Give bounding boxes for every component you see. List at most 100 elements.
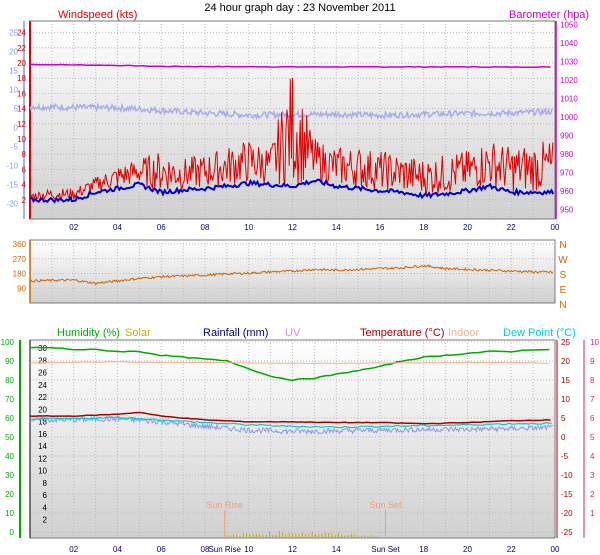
x-tick-label: 06: [157, 223, 166, 232]
temp-tick-label: -20: [6, 199, 18, 208]
compass-label: N: [559, 240, 566, 251]
temp-tick-label: 5: [561, 414, 566, 423]
dewpoint-line: [29, 416, 552, 429]
humidity-tick-label: 30: [5, 471, 14, 480]
uv-label: UV: [285, 327, 301, 339]
x-tick-label: 02: [69, 223, 78, 232]
uv-tick-label: 7: [590, 395, 595, 404]
x-tick-label: 10: [244, 545, 253, 554]
baro-tick-label: 970: [560, 169, 574, 178]
x-tick-label: 12: [288, 223, 297, 232]
uv-tick-label: 8: [590, 376, 595, 385]
rain-tick-label: 10: [38, 467, 47, 476]
wind-tick-label: 22: [17, 44, 26, 53]
x-tick-label: 22: [507, 223, 516, 232]
humidity-tick-label: 50: [5, 433, 14, 442]
rain-tick-label: 28: [38, 356, 47, 365]
humidity-tick-label: 60: [5, 414, 14, 423]
x-tick-label: 02: [69, 545, 78, 554]
wind-tick-label: 2: [22, 196, 27, 205]
temp-tick-label: 0: [14, 123, 19, 132]
temp-tick-label: -10: [6, 161, 18, 170]
wind-tick-label: 6: [22, 165, 27, 174]
wind-tick-label: 4: [22, 181, 27, 190]
barometer-line: [30, 63, 551, 69]
baro-tick-label: 980: [560, 150, 574, 159]
wind-tick-label: 16: [17, 89, 26, 98]
x-tick-label: 22: [507, 545, 516, 554]
x-tick-label: 08: [201, 223, 210, 232]
x-tick-label: 00: [551, 223, 560, 232]
temp-tick-label: 20: [9, 48, 18, 57]
humidity-tick-label: 0: [10, 528, 15, 537]
baro-tick-label: 1000: [560, 113, 578, 122]
rain-tick-label: 4: [43, 503, 48, 512]
rainfall-label: Rainfall (mm): [203, 327, 268, 339]
dir-tick-label: 180: [13, 270, 27, 279]
rain-tick-label: 24: [38, 381, 47, 390]
rain-tick-label: 6: [43, 491, 48, 500]
uv-tick-label: 5: [590, 433, 595, 442]
compass-label: S: [560, 270, 567, 281]
windspeed-axis-label: Windspeed (kts): [58, 9, 137, 21]
temp-tick-label: -15: [561, 490, 573, 499]
x-tick-label: 18: [419, 223, 428, 232]
wind-tick-label: 8: [22, 150, 27, 159]
temp-tick-label: -25: [561, 528, 573, 537]
temp-tick-label: -15: [6, 180, 18, 189]
humidity-tick-label: 20: [5, 490, 14, 499]
x-tick-label: Sun Set: [371, 545, 400, 554]
baro-tick-label: 1040: [560, 39, 578, 48]
x-tick-label: 14: [332, 223, 341, 232]
baro-tick-label: 960: [560, 187, 574, 196]
temp-tick-label: -5: [11, 142, 19, 151]
rain-tick-label: 8: [43, 479, 48, 488]
humidity-line: [29, 346, 550, 382]
indoor-label: Indoor: [448, 327, 480, 339]
temp-tick-label: 5: [14, 105, 19, 114]
x-tick-label: 06: [157, 545, 166, 554]
chart-title: 24 hour graph day : 23 November 2011: [204, 2, 395, 14]
rain-tick-label: 20: [38, 405, 47, 414]
temperature-upper-line: [29, 102, 553, 121]
x-tick-label: 14: [332, 545, 341, 554]
temp-tick-label: 10: [9, 86, 18, 95]
x-tick-label: Sun Rise: [208, 545, 241, 554]
rain-tick-label: 16: [38, 430, 47, 439]
wind-tick-label: 14: [17, 105, 26, 114]
wind-tick-label: 12: [17, 120, 26, 129]
compass-label: W: [558, 255, 568, 266]
rain-tick-label: 2: [43, 516, 48, 525]
rain-tick-label: 26: [38, 369, 47, 378]
temperature-line: [29, 411, 551, 425]
wind-tick-label: 20: [17, 59, 26, 68]
temp-tick-label: 15: [561, 376, 570, 385]
baro-tick-label: 950: [560, 206, 574, 215]
temp-tick-label: 15: [9, 67, 18, 76]
x-tick-label: 04: [113, 223, 122, 232]
uv-tick-label: 3: [590, 471, 595, 480]
sun-marker-label: Sun Set: [369, 500, 402, 510]
uv-tick-label: 4: [590, 452, 595, 461]
temp-tick-label: 10: [561, 395, 570, 404]
rain-tick-label: 30: [38, 344, 47, 353]
humidity-tick-label: 10: [5, 509, 14, 518]
humidity-tick-label: 90: [5, 357, 14, 366]
baro-tick-label: 1020: [560, 76, 578, 85]
humidity-tick-label: 100: [1, 338, 15, 347]
panel-1-axes: 24681012141618202224-20-15-10-5051015202…: [6, 21, 578, 232]
humidity-tick-label: 70: [5, 395, 14, 404]
dir-tick-label: 360: [13, 240, 27, 249]
temp-tick-label: -20: [561, 509, 573, 518]
barometer-axis-label: Barometer (hpa): [509, 9, 589, 21]
x-tick-label: 00: [551, 545, 560, 554]
temp-tick-label: 25: [561, 338, 570, 347]
panel-3-axes: 0102030405060708090100246810121416182022…: [1, 338, 600, 554]
x-tick-label: 08: [201, 545, 210, 554]
panel-3-series: [29, 346, 553, 537]
rain-tick-label: 22: [38, 393, 47, 402]
wind-tick-label: 10: [17, 135, 26, 144]
x-tick-label: 12: [288, 545, 297, 554]
